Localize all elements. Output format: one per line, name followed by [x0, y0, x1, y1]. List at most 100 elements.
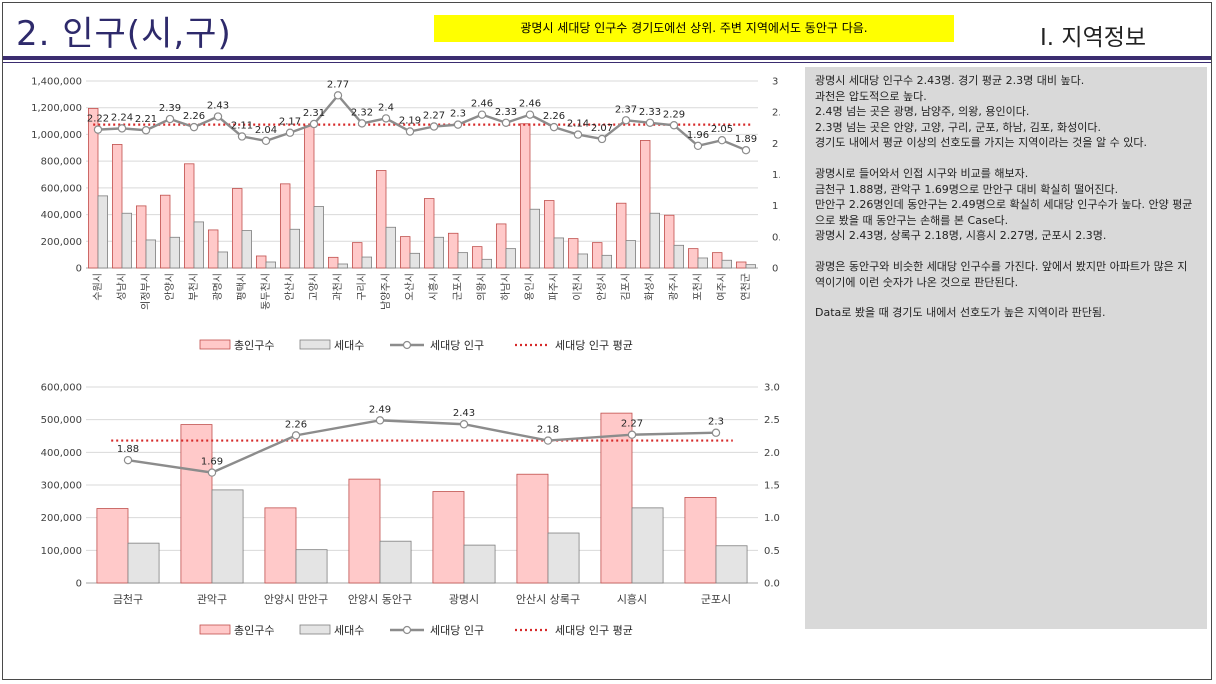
left-axis-tick-label: 400,000	[41, 448, 82, 459]
ratio-data-label: 2.46	[471, 99, 493, 110]
bar-population	[516, 473, 549, 584]
category-label: 안양시	[164, 273, 176, 301]
ratio-point	[261, 136, 271, 146]
ratio-data-label: 2.29	[663, 109, 685, 120]
category-label: 안양시 만안구	[264, 593, 328, 606]
ratio-point	[213, 112, 223, 121]
bar-households	[715, 545, 748, 584]
ratio-point	[237, 132, 247, 141]
category-label: 하남시	[499, 273, 512, 301]
ratio-data-label: 2.27	[621, 419, 643, 430]
header-rule-thick	[3, 56, 1211, 60]
bar-households	[241, 230, 253, 269]
ratio-point	[357, 119, 367, 128]
bar-households	[289, 228, 301, 269]
bar-population	[495, 223, 507, 269]
ratio-data-label: 1.88	[117, 444, 139, 455]
category-label: 광주시	[668, 273, 680, 301]
ratio-data-label: 2.46	[519, 99, 541, 110]
ratio-data-label: 2.37	[615, 104, 637, 115]
header-rule-thin	[3, 62, 1211, 63]
right-axis-tick-label: 1	[772, 201, 778, 212]
bar-households	[145, 239, 157, 269]
ratio-point	[429, 122, 439, 131]
left-axis-tick-label: 800,000	[41, 157, 82, 168]
bar-households	[505, 248, 517, 269]
notes-line: 금천구 1.88명, 관악구 1.69명으로 만안구 대비 확실히 떨어진다.	[815, 182, 1119, 196]
ratio-point	[693, 141, 703, 151]
bar-households	[547, 532, 580, 584]
bar-population	[568, 238, 579, 269]
right-axis-tick-label: 3.00	[764, 383, 780, 394]
category-label: 파주시	[548, 273, 560, 301]
ratio-point	[93, 125, 103, 134]
category-label: 금천구	[113, 592, 143, 606]
bar-households	[697, 257, 709, 269]
bar-population	[279, 183, 291, 269]
legend-swatch-population	[199, 339, 231, 350]
ratio-data-label: 2.33	[495, 107, 517, 118]
bar-households	[529, 208, 541, 269]
ratio-point	[207, 468, 217, 477]
bar-households	[313, 206, 325, 269]
analysis-notes: 광명시 세대당 인구수 2.43명. 경기 평균 2.3명 대비 높다. 과천은…	[805, 67, 1207, 629]
bar-population	[351, 242, 363, 269]
ratio-data-label: 1.69	[201, 457, 223, 468]
right-axis-tick-label: 1.50	[764, 481, 780, 492]
bar-households	[457, 252, 469, 269]
category-label: 동두천시	[260, 273, 272, 310]
ratio-data-label: 2.39	[159, 103, 181, 114]
bar-households	[337, 263, 349, 269]
ratio-data-label: 2.17	[279, 117, 301, 128]
category-label: 광명시	[212, 273, 224, 301]
legend-label: 총인구수	[234, 339, 274, 352]
ratio-point	[117, 124, 127, 133]
bar-households	[745, 264, 757, 269]
ratio-data-label: 2.24	[111, 112, 133, 123]
bar-population	[183, 163, 195, 269]
bar-population	[447, 232, 459, 269]
ratio-point	[573, 130, 583, 139]
ratio-data-label: 2.04	[255, 125, 277, 136]
bar-population	[688, 248, 699, 269]
ratio-point	[123, 455, 133, 465]
ratio-point	[645, 118, 655, 127]
ratio-line	[127, 419, 717, 474]
bar-population	[544, 200, 555, 269]
ratio-data-label: 2.43	[207, 101, 229, 112]
ratio-point	[543, 436, 553, 445]
bar-households	[625, 240, 637, 269]
category-label: 성남시	[116, 273, 128, 301]
bar-population	[592, 242, 603, 269]
gyeonggi-population-chart: 0 200,000 400,000 600,000 800,000 1,000,000 1,…	[31, 77, 780, 353]
category-label: 연천군	[740, 273, 752, 301]
ratio-point	[333, 91, 343, 100]
bar-population	[207, 229, 219, 269]
bar-population	[159, 194, 171, 269]
ratio-data-label: 2.11	[231, 120, 253, 131]
ratio-data-label: 2.49	[369, 404, 391, 415]
bar-population	[348, 478, 381, 584]
ratio-point	[525, 110, 535, 119]
left-axis-tick-label: 300,000	[41, 481, 82, 492]
ratio-point	[165, 114, 175, 124]
category-label: 안성시	[596, 273, 608, 301]
bar-population	[712, 252, 723, 269]
bar-households	[601, 254, 613, 269]
section-label: Ⅰ. 지역정보	[1040, 25, 1147, 51]
right-axis-tick-label: 0.50	[764, 546, 780, 557]
legend-label: 세대수	[334, 624, 364, 637]
bar-population	[180, 424, 213, 584]
ratio-data-label: 2.32	[351, 107, 373, 118]
ratio-point	[309, 119, 319, 129]
bar-households	[673, 244, 685, 269]
ratio-data-label: 2.19	[399, 115, 421, 126]
ratio-point	[717, 136, 727, 145]
category-label: 부천시	[188, 273, 200, 301]
legend-swatch-households	[299, 339, 331, 350]
bar-households	[265, 261, 277, 269]
ratio-data-label: 2.21	[135, 114, 157, 125]
ratio-data-label: 2.14	[567, 119, 589, 130]
bar-households	[433, 236, 445, 269]
bar-households	[649, 212, 661, 269]
